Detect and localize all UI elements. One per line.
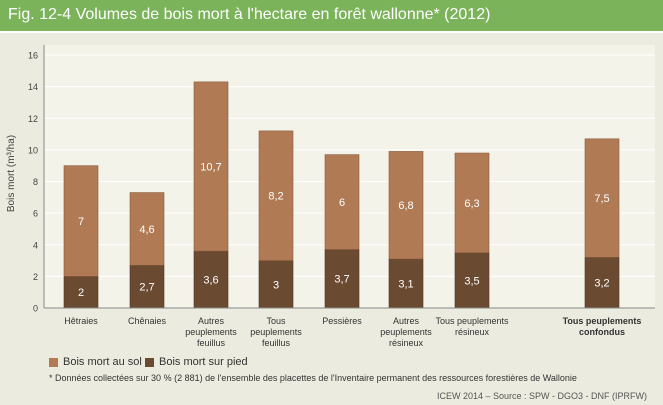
y-tick-label: 14 — [28, 82, 38, 92]
x-category-label: peuplements — [250, 327, 302, 337]
x-category-label: peuplements — [185, 327, 237, 337]
data-label: 2 — [78, 287, 84, 299]
bar-sur-pied-6 — [454, 252, 490, 309]
data-label: 10,7 — [200, 161, 221, 173]
data-label: 3,6 — [203, 275, 218, 287]
chart: 2 7 2,7 4,6 3,6 10,7 3 8,2 3,7 6 3,1 6,8 3,5 6,3 3,2 7,… — [6, 45, 655, 348]
data-label: 3,2 — [594, 278, 609, 290]
x-category-label: peuplements — [380, 327, 432, 337]
data-label: 4,6 — [139, 224, 154, 236]
title-bar: Fig. 12-4 Volumes de bois mort à l'hecta… — [0, 0, 663, 33]
bar-au-sol-5 — [388, 151, 424, 260]
x-category-label: résineux — [455, 327, 490, 337]
chart-title: Fig. 12-4 Volumes de bois mort à l'hecta… — [8, 6, 491, 23]
x-category-label: Autres — [198, 316, 225, 326]
bar-sur-pied-5 — [388, 258, 424, 309]
bar-au-sol-4 — [324, 154, 360, 250]
data-label: 3,7 — [334, 274, 349, 286]
footnote: * Données collectées sur 30 % (2 881) de… — [49, 373, 577, 383]
data-label: 6,3 — [464, 198, 479, 210]
bar-au-sol-3 — [258, 130, 294, 261]
bar-au-sol-2 — [193, 81, 229, 252]
bar-au-sol-6 — [454, 152, 490, 253]
legend-item-bois-mort-au-sol: Bois mort au sol — [49, 355, 142, 369]
data-label: 3,5 — [464, 275, 479, 287]
legend-label-sur-pied: Bois mort sur pied — [159, 356, 248, 368]
y-axis-title: Bois mort (m³/ha) — [6, 135, 17, 212]
y-tick-label: 2 — [33, 272, 38, 282]
data-label: 3,1 — [398, 278, 413, 290]
x-category-label: Autres — [393, 316, 420, 326]
legend-swatch-au-sol — [49, 357, 58, 367]
y-tick-label: 0 — [33, 304, 38, 314]
y-tick-label: 16 — [28, 51, 38, 61]
data-label: 6 — [339, 197, 345, 209]
bar-sur-pied-4 — [324, 249, 360, 309]
x-category-label: feuillus — [262, 338, 291, 348]
x-category-label: Pessières — [322, 316, 362, 326]
y-tick-label: 10 — [28, 145, 38, 155]
legend-item-bois-mort-sur-pied: Bois mort sur pied — [145, 355, 248, 369]
data-label: 7,5 — [594, 193, 609, 205]
x-category-label: feuillus — [197, 338, 226, 348]
source-credit: ICEW 2014 – Source : SPW - DGO3 - DNF (I… — [436, 391, 647, 401]
data-label: 6,8 — [398, 200, 413, 212]
y-tick-label: 4 — [33, 240, 38, 250]
data-label: 7 — [78, 216, 84, 228]
y-tick-label: 8 — [33, 177, 38, 187]
x-category-label: Hêtraies — [64, 316, 98, 326]
bar-au-sol-0 — [63, 165, 99, 277]
x-category-label: Tous peuplements — [563, 316, 642, 326]
bar-au-sol-1 — [129, 192, 165, 266]
x-category-label: Tous peuplements — [435, 316, 509, 326]
bar-sur-pied-2 — [193, 250, 229, 309]
legend-swatch-sur-pied — [145, 357, 154, 367]
data-label: 3 — [273, 279, 279, 291]
bar-sur-pied-1 — [129, 265, 165, 309]
x-category-label: résineux — [389, 338, 424, 348]
x-category-label: Chênaies — [128, 316, 167, 326]
x-category-label: confondus — [579, 327, 625, 337]
bar-au-sol-7 — [584, 138, 620, 258]
y-tick-label: 12 — [28, 114, 38, 124]
bar-sur-pied-0 — [63, 276, 99, 309]
legend-label-au-sol: Bois mort au sol — [63, 356, 142, 368]
data-label: 2,7 — [139, 282, 154, 294]
y-tick-label: 6 — [33, 209, 38, 219]
bar-sur-pied-7 — [584, 257, 620, 309]
data-label: 8,2 — [268, 191, 283, 203]
x-category-label: Tous — [266, 316, 286, 326]
